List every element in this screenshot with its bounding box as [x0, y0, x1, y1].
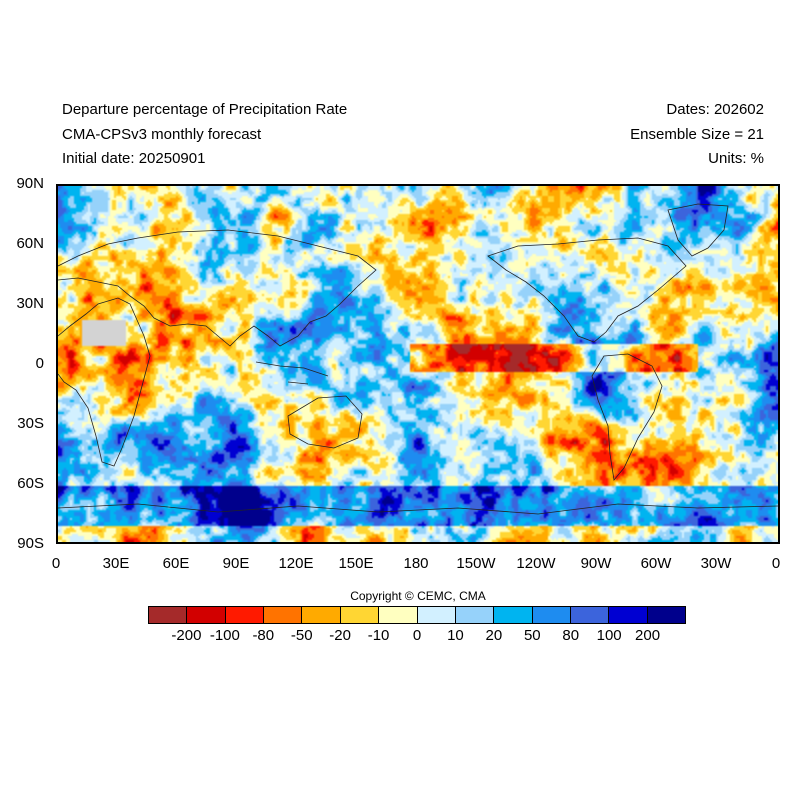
- coastline-africa: [58, 297, 151, 467]
- lat-label-60s: 60S: [17, 475, 44, 492]
- units-label: Units: %: [708, 150, 764, 167]
- colorbar-label: 50: [523, 627, 541, 644]
- lon-label-0: 0: [51, 555, 61, 572]
- colorbar-swatch: [302, 607, 341, 623]
- copyright-notice: Copyright © CEMC, CMA: [350, 589, 486, 603]
- lat-label-30s: 30S: [17, 415, 44, 432]
- colorbar-label: -100: [209, 627, 240, 644]
- lat-label-30n: 30N: [16, 295, 44, 312]
- lon-label-150w: 150W: [456, 555, 496, 572]
- colorbar-swatch: [417, 607, 456, 623]
- lon-label-120w: 120W: [516, 555, 556, 572]
- coastline-greenland: [667, 203, 729, 257]
- colorbar-label: -20: [329, 627, 351, 644]
- colorbar-label: 0: [412, 627, 422, 644]
- lon-label-60e: 60E: [162, 555, 190, 572]
- coastline-australia: [287, 395, 363, 449]
- lon-label-120e: 120E: [278, 555, 314, 572]
- coastline-eurasia: [58, 229, 377, 347]
- lon-label-30w: 30W: [700, 555, 732, 572]
- colorbar-swatch: [609, 607, 648, 623]
- precipitation-anomaly-map: [56, 184, 780, 544]
- colorbar-label: -80: [252, 627, 275, 644]
- coastline-south-america: [591, 353, 663, 481]
- colorbar-swatch: [264, 607, 303, 623]
- lat-label-60n: 60N: [16, 235, 44, 252]
- lon-label-0-end: 0: [771, 555, 781, 572]
- ensemble-size: Ensemble Size = 21: [630, 126, 764, 143]
- map-title: Departure percentage of Precipitation Ra…: [62, 101, 348, 118]
- colorbar-label: 80: [562, 627, 580, 644]
- colorbar-swatch: [570, 607, 610, 623]
- colorbar-swatch: [532, 607, 571, 623]
- coastline-antarctica: [58, 503, 778, 515]
- coastline-north-america: [487, 237, 687, 343]
- colorbar-label: 200: [635, 627, 661, 644]
- colorbar-swatch: [187, 607, 226, 623]
- lon-label-90e: 90E: [222, 555, 250, 572]
- lon-label-150e: 150E: [338, 555, 374, 572]
- colorbar-swatch: [340, 607, 380, 623]
- lon-label-90w: 90W: [580, 555, 612, 572]
- coastline-indonesia: [255, 361, 329, 385]
- colorbar-label: -200: [171, 627, 202, 644]
- lon-label-180: 180: [403, 555, 429, 572]
- initial-date: Initial date: 20250901: [62, 150, 206, 167]
- model-name: CMA-CPSv3 monthly forecast: [62, 126, 262, 143]
- colorbar-swatch: [494, 607, 533, 623]
- colorbar-swatch: [149, 607, 188, 623]
- colorbar-swatch: [225, 607, 265, 623]
- lon-label-30e: 30E: [102, 555, 130, 572]
- colorbar-label: 20: [485, 627, 503, 644]
- colorbar: [148, 606, 686, 624]
- lat-label-90s: 90S: [17, 535, 44, 552]
- lat-label-eq: 0: [35, 355, 44, 372]
- colorbar-label: 10: [447, 627, 464, 644]
- colorbar-swatch: [647, 607, 686, 623]
- colorbar-label: 100: [596, 627, 622, 644]
- colorbar-swatch: [455, 607, 495, 623]
- colorbar-swatch: [379, 607, 418, 623]
- lat-label-90n: 90N: [16, 175, 44, 192]
- anomaly-field: [58, 186, 778, 542]
- coastline-overlay: [58, 203, 778, 515]
- colorbar-label: -50: [290, 627, 313, 644]
- colorbar-label: -10: [367, 627, 390, 644]
- forecast-dates: Dates: 202602: [666, 101, 764, 118]
- lon-label-60w: 60W: [640, 555, 672, 572]
